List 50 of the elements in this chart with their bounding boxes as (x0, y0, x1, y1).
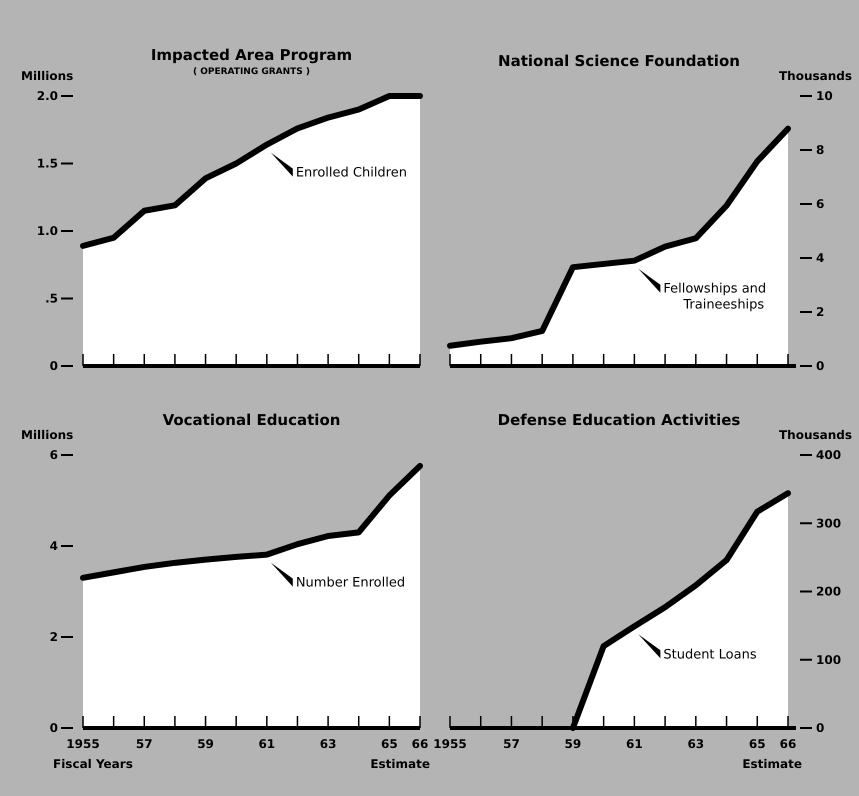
y2-tick-label: 2 (816, 305, 824, 320)
y-tick-label: 2.0 (36, 89, 58, 104)
x-tick-label: 63 (320, 737, 336, 751)
x-tick-label: 59 (197, 737, 214, 751)
y-tick-label: 1.5 (36, 156, 58, 171)
y-tick-label: 4 (50, 539, 58, 554)
y-tick-label: 0 (50, 721, 58, 736)
x-tick-label: 59 (564, 737, 582, 751)
text: Estimate (370, 757, 430, 771)
y2-tick-label: 0 (816, 359, 824, 374)
legend-label: Student Loans (663, 647, 757, 662)
x-tick-label: 65 (748, 737, 766, 751)
chart-title: National Science Foundation (498, 52, 740, 70)
y-tick-label: .5 (45, 292, 58, 306)
legend-label: Enrolled Children (296, 166, 407, 181)
x-tick-label: 66 (780, 737, 796, 751)
y2-tick-label: 400 (816, 448, 842, 462)
y2-tick-label: 10 (816, 89, 833, 104)
y2-tick-label: 100 (816, 652, 842, 667)
y-tick-label: 1.0 (36, 224, 58, 238)
chart-title: Defense Education Activities (498, 411, 740, 429)
y-tick-label: 2 (50, 630, 58, 644)
chart-title: Vocational Education (162, 411, 340, 429)
y-axis-title: Millions (21, 69, 74, 83)
y-tick-label: 6 (50, 448, 58, 462)
series-label: Fellowships and Traineeships (663, 282, 766, 313)
y2-tick-label: 8 (816, 143, 824, 158)
y-tick-label: 0 (50, 359, 58, 374)
y2-axis-title: Thousands (778, 69, 852, 83)
y2-tick-label: 200 (816, 584, 842, 599)
x-tick-label: 66 (412, 737, 428, 751)
text: Estimate (742, 757, 802, 771)
legend-label: Number Enrolled (296, 576, 406, 591)
chart-title: Impacted Area Program (150, 46, 352, 64)
y2-tick-label: 0 (816, 721, 824, 736)
y2-tick-label: 300 (816, 516, 842, 530)
x-tick-label: 61 (258, 737, 276, 751)
x-tick-label: 57 (136, 737, 153, 751)
chart-subtitle: ( OPERATING GRANTS ) (192, 67, 310, 77)
x-tick-label: 57 (503, 737, 520, 751)
y2-axis-title: Thousands (778, 428, 852, 442)
x-tick-label: 65 (381, 737, 398, 751)
x-tick-label: 1955 (66, 737, 100, 751)
y2-tick-label: 4 (816, 251, 824, 266)
x-tick-label: 63 (687, 737, 704, 751)
y-axis-title: Millions (21, 428, 74, 442)
x-tick-label: 1955 (433, 737, 467, 751)
y2-tick-label: 6 (816, 197, 824, 212)
x-tick-label: 61 (626, 737, 643, 751)
x-axis-title: Fiscal Years (53, 757, 133, 771)
